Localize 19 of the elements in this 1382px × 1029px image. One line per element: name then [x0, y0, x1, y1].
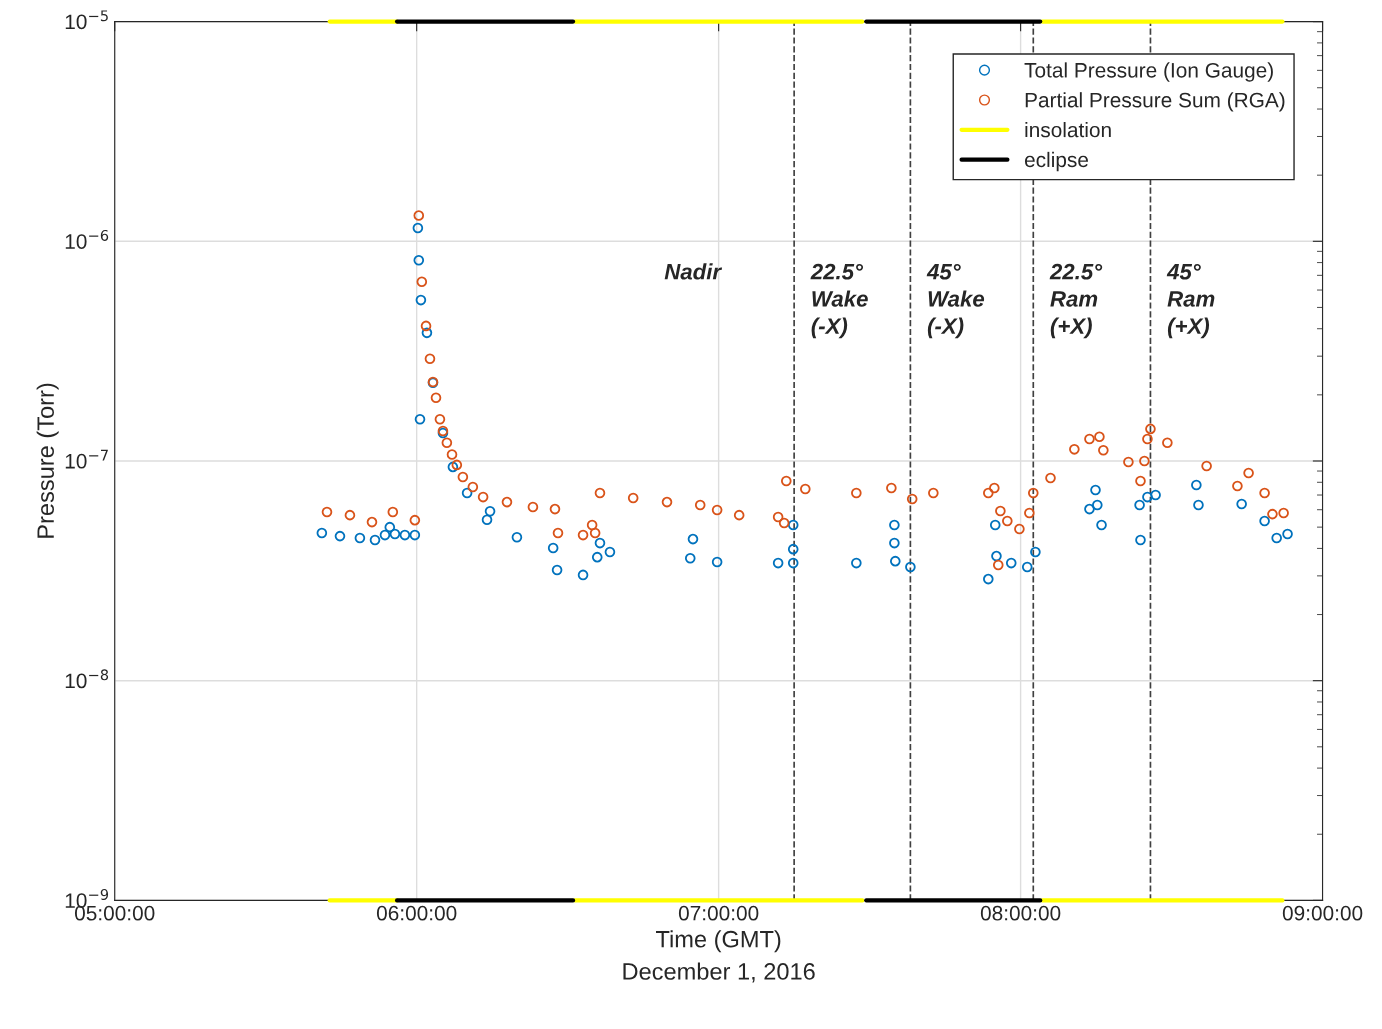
x-tick-label: 06:00:00 [376, 905, 457, 921]
y-tick-label: 10$^{−8}$ [65, 669, 109, 689]
legend-label: insolation [1025, 122, 1111, 138]
legend-label: Total Pressure (Ion Gauge) [1024, 62, 1273, 82]
y-tick-label: 10$^{−7}$ [65, 449, 108, 469]
x-tick-label: 08:00:00 [980, 905, 1061, 921]
ref-line-label: 22.5° Ram (+X) [1049, 263, 1103, 339]
annotation: Nadir [664, 263, 723, 280]
legend-label: eclipse [1024, 151, 1088, 172]
ref-line-label: 45° Wake (-X) [926, 263, 985, 339]
x-axis-title: Time (GMT) December 1, 2016 [623, 930, 815, 983]
x-tick-label: 09:00:00 [1282, 905, 1363, 921]
y-axis-title: Pressure (Torr) [36, 383, 59, 538]
ref-line-label: 45° Ram (+X) [1166, 263, 1215, 339]
y-tick-label: 10$^{−6}$ [65, 229, 109, 249]
legend-label: Partial Pressure Sum (RGA) [1025, 92, 1285, 112]
ref-line-label: 22.5° Wake (-X) [810, 263, 868, 339]
y-tick-label: 10$^{−5}$ [65, 10, 108, 30]
x-tick-label: 07:00:00 [678, 905, 759, 921]
